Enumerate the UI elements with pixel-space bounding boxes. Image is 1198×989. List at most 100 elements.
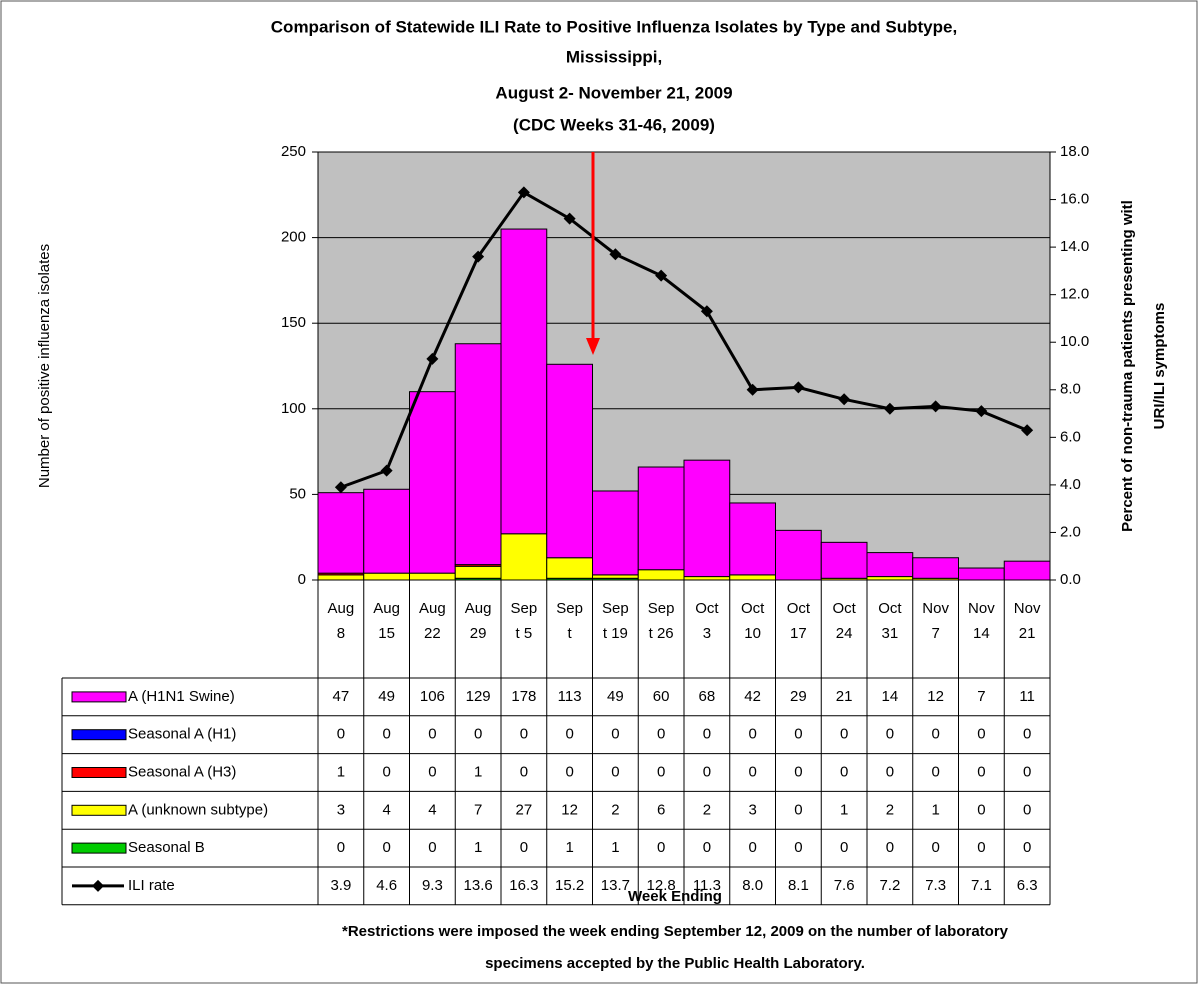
data-label: 178: [511, 688, 536, 705]
data-label: 42: [744, 688, 761, 705]
line-marker: [380, 464, 393, 477]
y2-tick-label: 4.0: [1060, 476, 1081, 493]
y2-tick-label: 10.0: [1060, 333, 1089, 350]
data-label: 0: [886, 763, 894, 780]
y2-axis-label: Percent of non-trauma patients presentin…: [1119, 200, 1136, 532]
data-label: 0: [1023, 839, 1031, 856]
data-label: 27: [516, 801, 533, 818]
x-tick-label: Oct 10: [741, 600, 765, 642]
data-label: 49: [378, 688, 395, 705]
y2-tick-label: 8.0: [1060, 381, 1081, 398]
y-tick-label: 100: [281, 400, 306, 417]
data-label: 0: [886, 839, 894, 856]
data-label: 12: [561, 801, 578, 818]
data-label: 2: [886, 801, 894, 818]
data-label: 0: [794, 839, 802, 856]
bar: [409, 391, 456, 574]
data-label: 16.3: [509, 877, 538, 894]
data-label: 13.6: [464, 877, 493, 894]
legend-label: A (H1N1 Swine): [128, 688, 235, 705]
x-tick-label: Sep t 5: [511, 600, 538, 642]
line-marker: [792, 381, 805, 394]
data-label: 0: [840, 839, 848, 856]
legend-label: Seasonal A (H3): [128, 763, 236, 780]
data-label: 0: [1023, 726, 1031, 743]
data-label: 0: [657, 763, 665, 780]
chart-title: (CDC Weeks 31-46, 2009): [513, 115, 715, 134]
data-label: 7: [977, 688, 985, 705]
data-label: 0: [931, 839, 939, 856]
bar: [317, 574, 365, 581]
data-label: 0: [657, 726, 665, 743]
data-label: 1: [474, 763, 482, 780]
legend-label: Seasonal A (H1): [128, 726, 236, 743]
data-label: 8.1: [788, 877, 809, 894]
data-label: 0: [611, 763, 619, 780]
line-marker: [517, 186, 530, 199]
bar: [500, 533, 548, 581]
x-axis-label: Week Ending: [628, 888, 722, 905]
line-marker: [883, 402, 896, 415]
bar: [866, 552, 914, 578]
line-marker: [746, 383, 759, 396]
data-label: 4.6: [376, 877, 397, 894]
data-label: 0: [1023, 801, 1031, 818]
bar: [454, 343, 502, 566]
data-label: 49: [607, 688, 624, 705]
data-label: 0: [382, 839, 390, 856]
data-label: 7.2: [879, 877, 900, 894]
bar: [592, 490, 639, 576]
y-tick-label: 200: [281, 229, 306, 246]
data-label: 4: [382, 801, 390, 818]
x-tick-label: Nov 21: [1014, 600, 1041, 642]
annotation-arrowhead: [586, 338, 600, 355]
data-label: 12.8: [647, 877, 676, 894]
line-marker: [655, 269, 668, 282]
line-marker: [472, 250, 485, 263]
data-label: 0: [565, 726, 573, 743]
data-label: 0: [520, 763, 528, 780]
line-marker: [975, 405, 988, 418]
bar: [683, 576, 731, 581]
x-tick-label: Oct 24: [832, 600, 856, 642]
data-label: 0: [520, 726, 528, 743]
data-label: 0: [337, 726, 345, 743]
footnote: *Restrictions were imposed the week endi…: [342, 923, 1009, 940]
x-tick-label: Nov 7: [922, 600, 949, 642]
bar: [729, 574, 776, 581]
footnote: specimens accepted by the Public Health …: [485, 955, 865, 972]
y2-tick-label: 2.0: [1060, 523, 1081, 540]
x-tick-label: Aug 29: [465, 600, 492, 642]
data-label: 0: [611, 726, 619, 743]
bar: [592, 574, 639, 579]
data-label: 0: [474, 726, 482, 743]
data-label: 0: [977, 726, 985, 743]
data-label: 0: [977, 801, 985, 818]
y-tick-label: 0: [298, 571, 306, 588]
legend-swatch: [71, 767, 127, 778]
data-label: 47: [333, 688, 350, 705]
bar: [637, 466, 685, 571]
data-label: 0: [977, 763, 985, 780]
data-label: 0: [428, 839, 436, 856]
y2-tick-label: 6.0: [1060, 428, 1081, 445]
data-label: 7: [474, 801, 482, 818]
chart-title: Mississippi,: [566, 47, 662, 66]
data-label: 0: [520, 839, 528, 856]
legend-swatch: [71, 804, 127, 816]
y-tick-label: 50: [289, 485, 306, 502]
data-label: 0: [794, 801, 802, 818]
bar: [317, 492, 365, 574]
data-label: 0: [428, 763, 436, 780]
line: [340, 190, 1028, 489]
data-label: 6: [657, 801, 665, 818]
data-label: 0: [703, 726, 711, 743]
legend-marker: [92, 879, 104, 892]
line-marker: [700, 305, 713, 318]
data-label: 113: [558, 688, 582, 705]
y2-tick-label: 18.0: [1060, 143, 1089, 160]
data-label: 8.0: [742, 877, 763, 894]
data-label: 29: [790, 688, 807, 705]
legend-swatch: [71, 691, 127, 703]
